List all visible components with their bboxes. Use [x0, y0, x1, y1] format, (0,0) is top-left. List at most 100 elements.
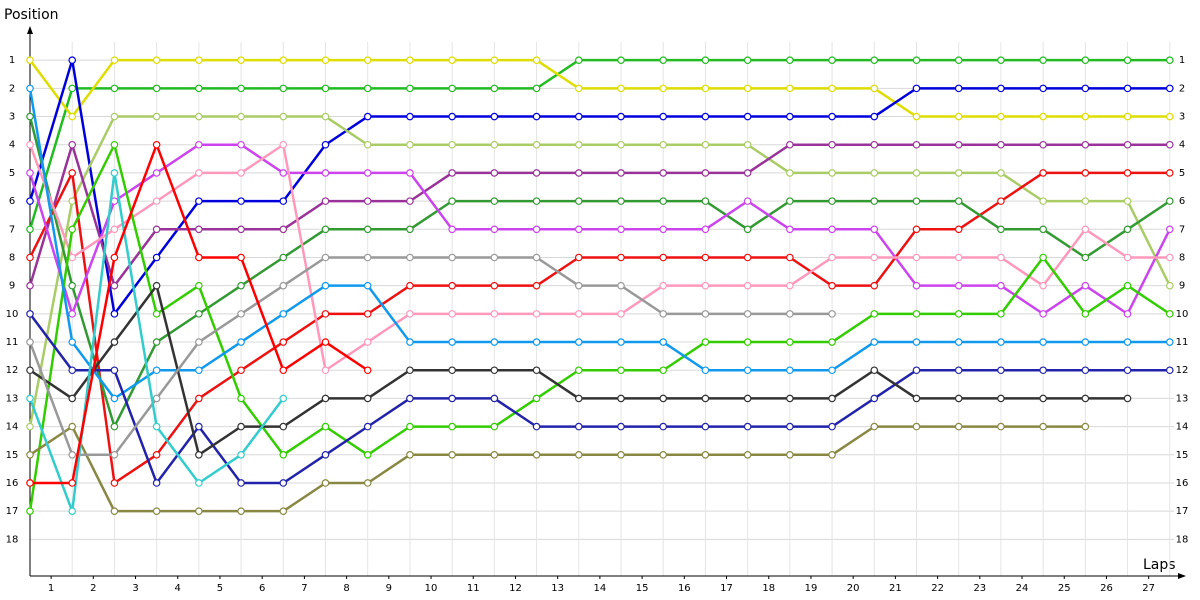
point [912, 338, 921, 346]
y-tick-label: 9 [9, 281, 15, 292]
series-line [28, 256, 833, 457]
point [279, 422, 288, 431]
point [997, 169, 1005, 177]
point [786, 450, 794, 459]
point [363, 479, 372, 487]
point [786, 140, 794, 149]
point [1123, 169, 1132, 177]
point [743, 56, 752, 64]
point [152, 253, 161, 262]
point [448, 281, 456, 290]
point [363, 169, 372, 177]
point [701, 281, 710, 290]
point [448, 310, 456, 318]
point [701, 84, 710, 93]
point [195, 366, 203, 375]
point [997, 140, 1005, 149]
y-tick-label: 18 [6, 534, 19, 545]
point [110, 507, 119, 515]
x-tick-label: 3 [132, 583, 138, 594]
x-tick-label: 25 [1058, 583, 1071, 594]
point [110, 84, 119, 93]
point [912, 366, 921, 375]
y-tick-label-right: 4 [1179, 140, 1185, 151]
point [279, 479, 288, 487]
point [574, 450, 583, 459]
point [152, 225, 161, 234]
point [870, 366, 879, 375]
point [870, 169, 879, 177]
y-tick-label: 10 [6, 309, 19, 320]
point [997, 366, 1005, 375]
point [701, 450, 710, 459]
point [1081, 140, 1090, 149]
x-tick-label: 10 [425, 583, 438, 594]
y-tick-label-right: 5 [1179, 168, 1185, 179]
point [195, 140, 203, 149]
point [912, 197, 921, 205]
point [743, 253, 752, 262]
point [490, 84, 499, 93]
point [1165, 84, 1174, 93]
point [828, 366, 836, 375]
point [152, 366, 161, 375]
x-tick-label: 21 [889, 583, 902, 594]
point [406, 112, 414, 121]
x-tick-label: 9 [386, 583, 392, 594]
point [26, 479, 34, 487]
point [743, 112, 752, 121]
point [195, 281, 203, 290]
point [26, 338, 34, 346]
point [997, 310, 1005, 318]
point [574, 253, 583, 262]
point [828, 450, 836, 459]
point [279, 140, 288, 149]
point [1039, 366, 1047, 375]
point [321, 56, 330, 64]
point [363, 84, 372, 93]
point [659, 366, 668, 375]
point [279, 253, 288, 262]
plot [26, 56, 1174, 515]
point [574, 366, 583, 375]
y-tick-label-right: 10 [1176, 309, 1189, 320]
x-tick-label: 5 [217, 583, 223, 594]
point [26, 366, 34, 375]
point [786, 197, 794, 205]
point [195, 507, 203, 515]
point [1039, 281, 1047, 290]
point [448, 197, 456, 205]
point [195, 169, 203, 177]
x-tick-label: 26 [1100, 583, 1113, 594]
point [954, 253, 963, 262]
point [1165, 338, 1174, 346]
point [237, 112, 245, 121]
point [68, 394, 77, 403]
point [237, 479, 245, 487]
point [997, 197, 1005, 205]
point [68, 366, 77, 375]
point [68, 507, 77, 515]
point [574, 422, 583, 431]
point [321, 253, 330, 262]
point [363, 197, 372, 205]
point [659, 422, 668, 431]
point [152, 479, 161, 487]
point [68, 56, 77, 64]
point [195, 197, 203, 205]
point [1123, 310, 1132, 318]
point [152, 422, 161, 431]
point [406, 394, 414, 403]
point [363, 422, 372, 431]
point [954, 366, 963, 375]
point [659, 450, 668, 459]
point [1123, 366, 1132, 375]
point [617, 310, 625, 318]
point [406, 422, 414, 431]
point [532, 338, 541, 346]
point [954, 84, 963, 93]
point [448, 366, 456, 375]
point [406, 366, 414, 375]
point [912, 310, 921, 318]
point [997, 422, 1005, 431]
